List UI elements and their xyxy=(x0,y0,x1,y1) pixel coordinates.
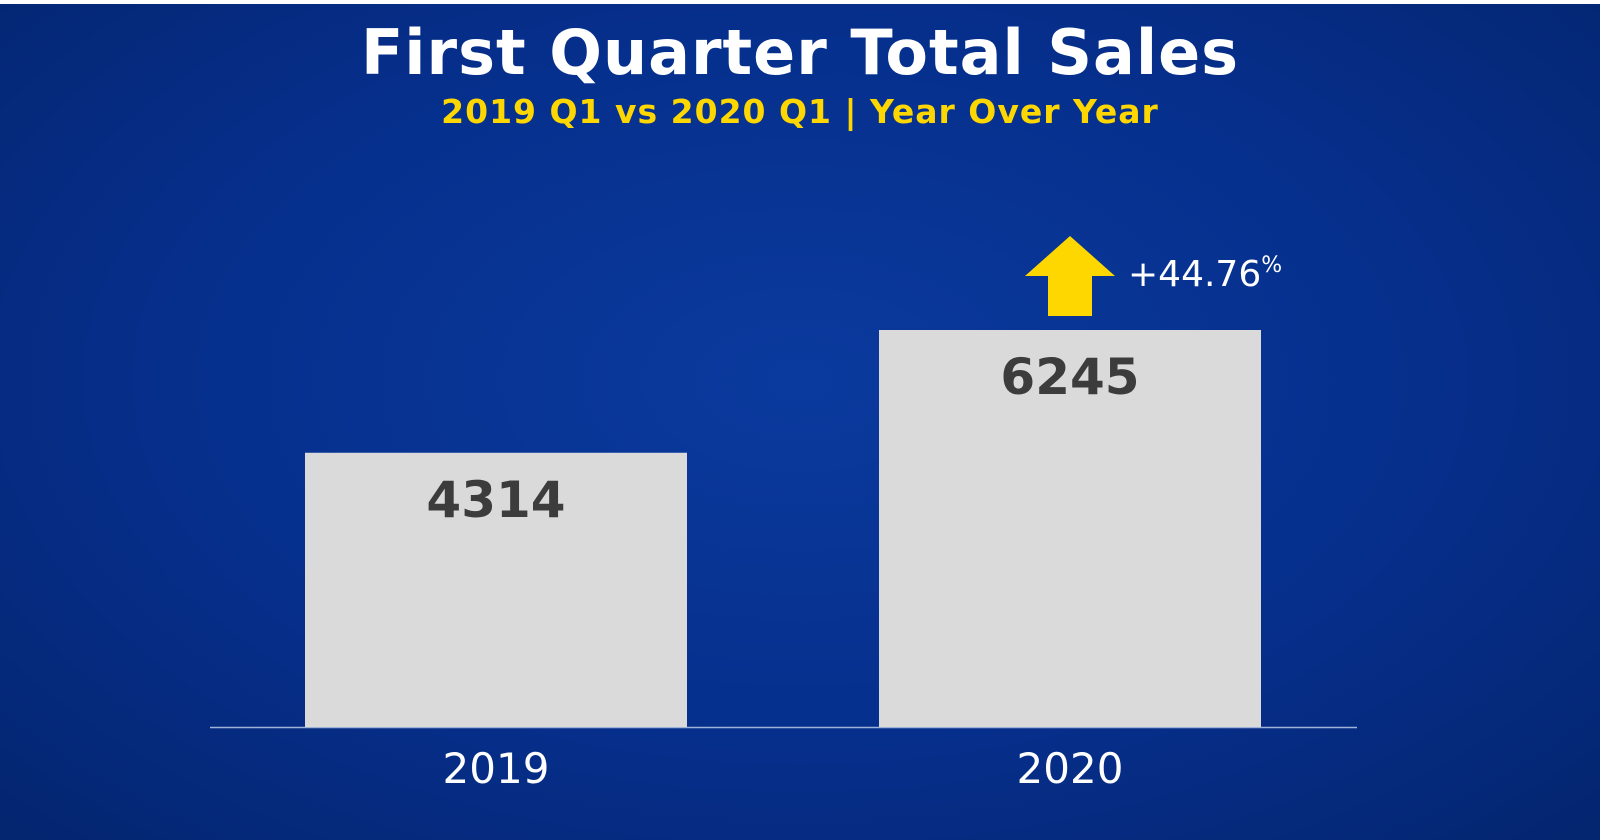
bar-chart: 4314 2019 6245 2020 +44.76% xyxy=(210,235,1357,793)
bar-2020 xyxy=(879,329,1261,727)
x-tick-label-2020: 2020 xyxy=(1017,744,1124,793)
slide-background: First Quarter Total Sales 2019 Q1 vs 202… xyxy=(0,4,1600,840)
growth-annotation: +44.76% xyxy=(1128,253,1282,295)
chart-subtitle: 2019 Q1 vs 2020 Q1 | Year Over Year xyxy=(441,92,1159,131)
x-tick-label-2019: 2019 xyxy=(443,744,550,793)
up-arrow-icon xyxy=(1025,235,1115,316)
bar-value-label-2019: 4314 xyxy=(426,471,565,529)
bar-value-label-2020: 6245 xyxy=(1000,348,1139,406)
bar-2019 xyxy=(305,452,687,727)
chart-title: First Quarter Total Sales xyxy=(360,16,1240,89)
